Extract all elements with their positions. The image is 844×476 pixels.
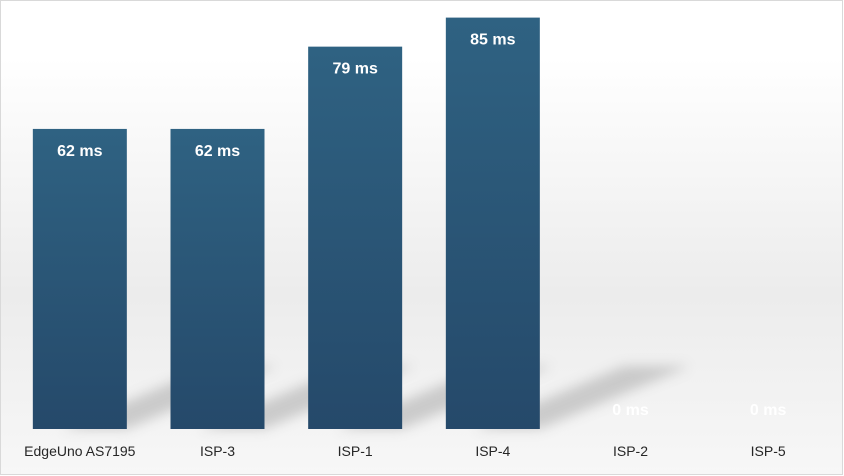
category-label-isp-5: ISP-5 (751, 443, 786, 459)
category-label-isp-2: ISP-2 (613, 443, 648, 459)
category-label-isp-3: ISP-3 (200, 443, 235, 459)
data-label-isp-2: 0 ms (612, 402, 649, 419)
bar-isp-1 (308, 46, 403, 429)
category-label-edgeuno-as7195: EdgeUno AS7195 (24, 443, 136, 459)
data-label-isp-5: 0 ms (750, 402, 787, 419)
data-labels-group: 62 ms 62 ms 79 ms 85 ms 0 ms 0 ms (57, 32, 786, 419)
category-labels-group: EdgeUno AS7195 ISP-3 ISP-1 ISP-4 ISP-2 ISP-5 (24, 443, 786, 459)
bar-edgeuno-as7195 (32, 128, 127, 430)
bar-isp-3 (170, 128, 265, 430)
data-label-edgeuno-as7195: 62 ms (57, 143, 102, 160)
bar-isp-4 (445, 17, 540, 429)
data-label-isp-1: 79 ms (332, 61, 377, 78)
data-label-isp-3: 62 ms (195, 143, 240, 160)
category-label-isp-1: ISP-1 (338, 443, 373, 459)
bars-group (32, 17, 540, 430)
data-label-isp-4: 85 ms (470, 32, 515, 49)
category-label-isp-4: ISP-4 (475, 443, 510, 459)
